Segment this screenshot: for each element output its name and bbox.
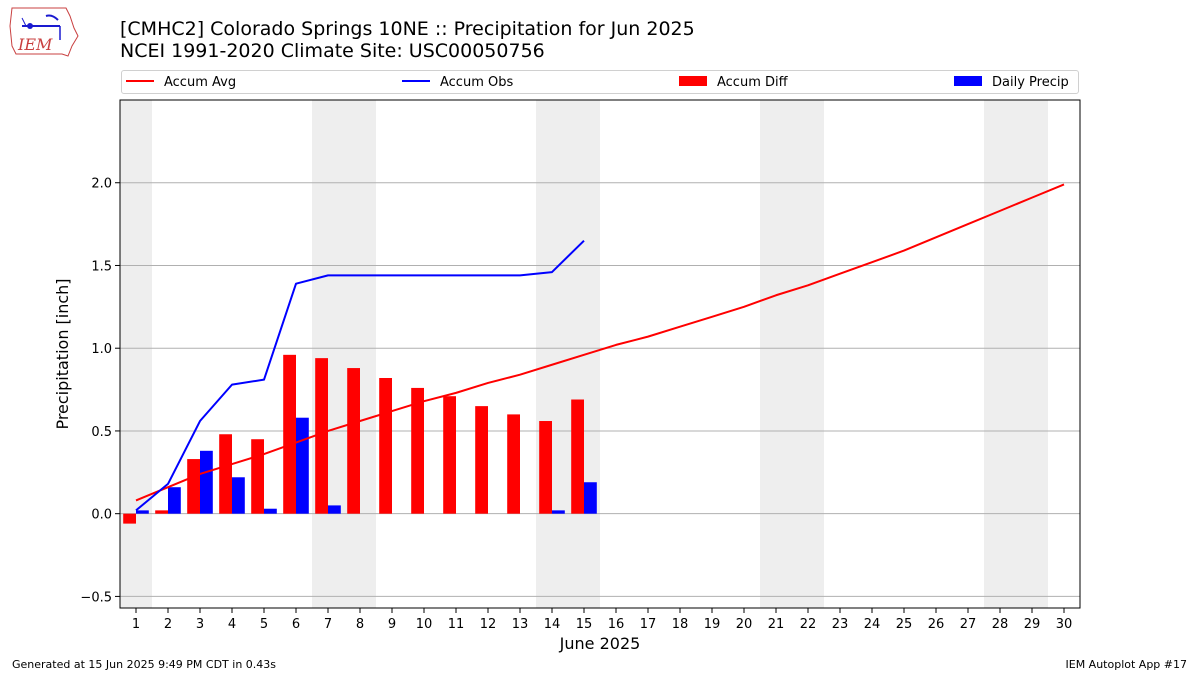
- accum-diff-bar: [411, 387, 424, 514]
- weekend-shade-14: [536, 100, 568, 608]
- x-tick-label: 18: [672, 617, 689, 632]
- accum-avg-line: [135, 183, 1065, 502]
- x-tick-label: 2: [164, 617, 172, 632]
- x-tick-label: 21: [768, 617, 785, 632]
- accum-diff-bar: [123, 513, 136, 524]
- x-tick-label: 20: [736, 617, 753, 632]
- accum-diff-bar: [507, 414, 520, 514]
- legend-label-daily-precip: Daily Precip: [992, 75, 1069, 90]
- daily-precip-bar: [168, 487, 181, 514]
- daily-precip-bar: [328, 505, 341, 514]
- daily-precip-bar: [136, 510, 149, 514]
- legend-item-accum-obs: Accum Obs: [402, 74, 513, 92]
- x-tick-label: 27: [960, 617, 977, 632]
- legend-item-daily-precip: Daily Precip: [954, 74, 1069, 92]
- legend-swatch-accum-obs: [402, 79, 430, 82]
- accum-diff-bar: [315, 358, 328, 514]
- x-tick-label: 12: [480, 617, 497, 632]
- x-tick-label: 14: [544, 617, 561, 632]
- y-tick-label: 0.0: [91, 508, 112, 523]
- daily-precip-bar: [296, 417, 309, 514]
- x-tick-label: 15: [576, 617, 593, 632]
- weekend-shade-21: [760, 100, 792, 608]
- x-tick-label: 24: [864, 617, 881, 632]
- x-tick-label: 8: [356, 617, 364, 632]
- footer-generated: Generated at 15 Jun 2025 9:49 PM CDT in …: [12, 658, 277, 671]
- x-tick-label: 11: [448, 617, 465, 632]
- legend-label-accum-obs: Accum Obs: [440, 75, 514, 90]
- x-tick-label: 16: [608, 617, 625, 632]
- accum-diff-bar: [187, 459, 200, 514]
- x-tick-label: 5: [260, 617, 268, 632]
- accum-diff-bar: [539, 421, 552, 514]
- accum-diff-bar: [475, 406, 488, 514]
- x-tick-label: 17: [640, 617, 657, 632]
- accum-diff-bar: [379, 377, 392, 514]
- x-tick-label: 29: [1024, 617, 1041, 632]
- x-tick-label: 26: [928, 617, 945, 632]
- daily-precip-bar: [552, 510, 565, 514]
- accum-diff-bar: [251, 439, 264, 514]
- y-axis-label: Precipitation [inch]: [53, 278, 72, 429]
- plot-frame: [119, 99, 1081, 609]
- x-tick-label: 25: [896, 617, 913, 632]
- legend-swatch-accum-diff: [679, 75, 707, 86]
- daily-precip-bar: [584, 482, 597, 514]
- chart-title-line1: [CMHC2] Colorado Springs 10NE :: Precipi…: [120, 18, 695, 40]
- x-tick-label: 9: [388, 617, 396, 632]
- legend-swatch-accum-avg: [126, 79, 154, 82]
- x-tick-label: 23: [832, 617, 849, 632]
- x-tick-label: 1: [132, 617, 140, 632]
- y-tick-label: 1.0: [91, 342, 112, 357]
- y-tick-label: 2.0: [91, 177, 112, 192]
- accum-diff-bar: [283, 354, 296, 514]
- x-tick-label: 28: [992, 617, 1009, 632]
- y-tick-label: 1.5: [91, 259, 112, 274]
- x-tick-label: 7: [324, 617, 332, 632]
- accum-diff-bar: [155, 510, 168, 514]
- x-tick-label: 13: [512, 617, 529, 632]
- x-tick-label: 19: [704, 617, 721, 632]
- weekend-shade-8: [344, 100, 376, 608]
- x-tick-label: 30: [1056, 617, 1073, 632]
- x-tick-label: 4: [228, 617, 236, 632]
- daily-precip-bar: [200, 450, 213, 514]
- logo-text: IEM: [17, 35, 53, 54]
- chart-title-line2: NCEI 1991-2020 Climate Site: USC00050756: [120, 40, 545, 62]
- weekend-shade-7: [312, 100, 344, 608]
- weekend-shade-29: [1016, 100, 1048, 608]
- x-tick-label: 22: [800, 617, 817, 632]
- weekend-shade-22: [792, 100, 824, 608]
- weekend-shade-28: [984, 100, 1016, 608]
- legend-item-accum-diff: Accum Diff: [679, 74, 788, 92]
- accum-obs-line: [135, 239, 585, 512]
- legend-label-accum-avg: Accum Avg: [164, 75, 237, 90]
- legend-item-accum-avg: Accum Avg: [126, 74, 236, 92]
- legend: Accum Avg Accum Obs Accum Diff Daily Pre…: [121, 70, 1079, 94]
- footer-app-id: IEM Autoplot App #17: [1065, 658, 1188, 671]
- x-tick-label: 6: [292, 617, 300, 632]
- x-tick-label: 3: [196, 617, 204, 632]
- daily-precip-bar: [232, 477, 245, 514]
- x-axis-label: June 2025: [559, 634, 641, 653]
- iem-logo: IEM: [8, 6, 80, 60]
- daily-precip-bar: [264, 508, 277, 514]
- chart-title: [CMHC2] Colorado Springs 10NE :: Precipi…: [120, 18, 695, 62]
- legend-swatch-daily-precip: [954, 75, 982, 86]
- weekend-shade-1: [120, 100, 152, 608]
- legend-label-accum-diff: Accum Diff: [717, 75, 788, 90]
- accum-diff-bar: [571, 399, 584, 514]
- accum-diff-bar: [347, 368, 360, 514]
- x-tick-label: 10: [416, 617, 433, 632]
- y-tick-label: −0.5: [80, 590, 112, 605]
- accum-diff-bar: [443, 396, 456, 514]
- y-tick-label: 0.5: [91, 425, 112, 440]
- accum-diff-bar: [219, 434, 232, 514]
